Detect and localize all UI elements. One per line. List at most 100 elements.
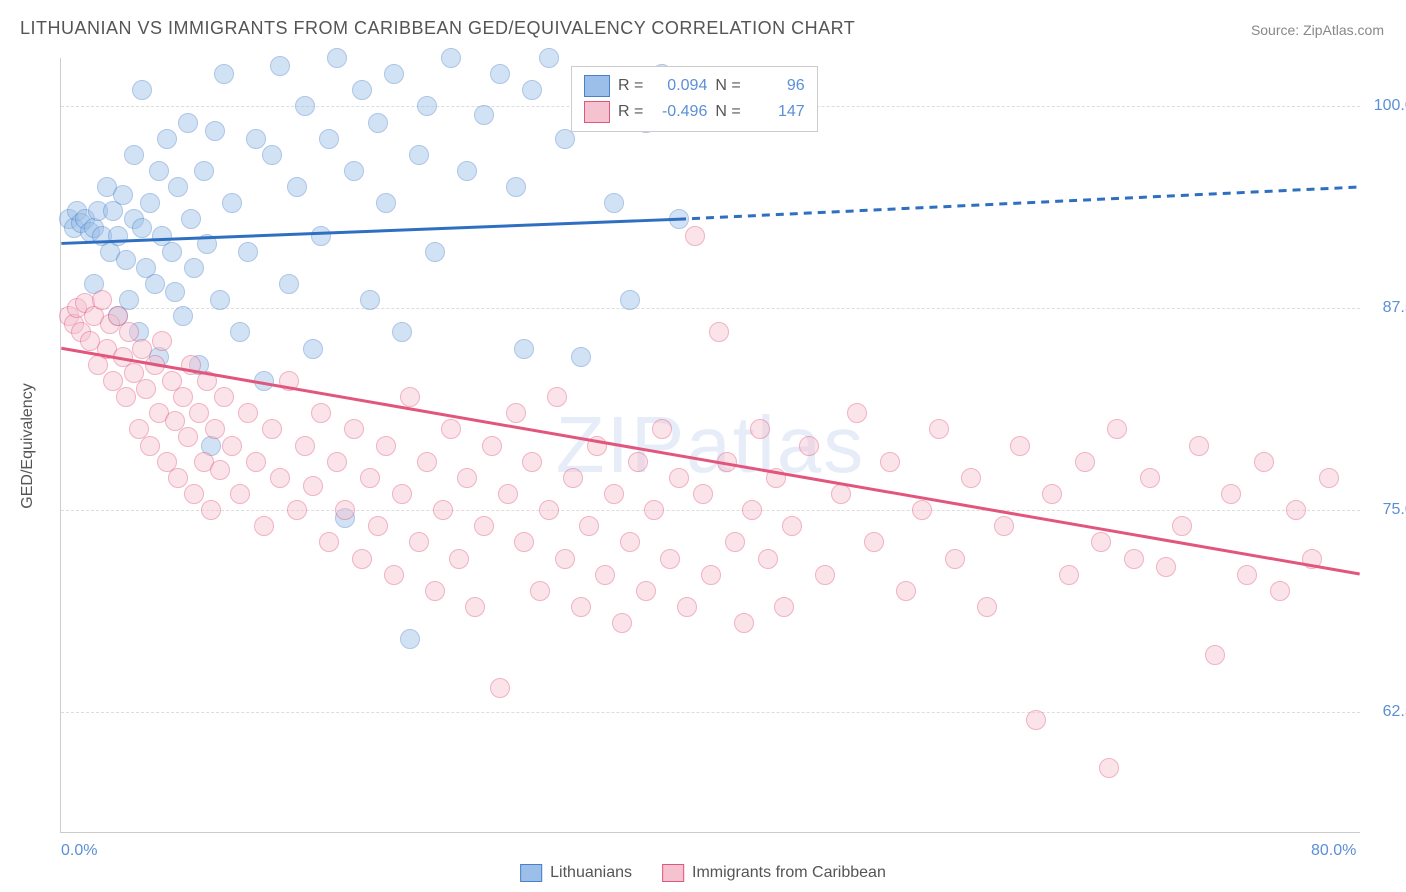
data-point [433, 500, 453, 520]
data-point [831, 484, 851, 504]
data-point [270, 56, 290, 76]
data-point [116, 250, 136, 270]
data-point [162, 242, 182, 262]
data-point [799, 436, 819, 456]
data-point [194, 161, 214, 181]
data-point [392, 322, 412, 342]
data-point [230, 484, 250, 504]
data-point [815, 565, 835, 585]
data-point [660, 549, 680, 569]
data-point [725, 532, 745, 552]
r-value-1: -0.496 [651, 103, 707, 121]
data-point [945, 549, 965, 569]
n-value-1: 147 [749, 103, 805, 121]
legend-label-0: Lithuanians [550, 864, 632, 882]
data-point [132, 218, 152, 238]
data-point [1189, 436, 1209, 456]
data-point [113, 185, 133, 205]
data-point [145, 355, 165, 375]
data-point [205, 121, 225, 141]
data-point [669, 468, 689, 488]
data-point [1254, 452, 1274, 472]
data-point [1286, 500, 1306, 520]
data-point [1270, 581, 1290, 601]
data-point [149, 161, 169, 181]
data-point [295, 96, 315, 116]
n-label: N = [715, 77, 740, 95]
legend-row-0: R = 0.094 N = 96 [584, 73, 805, 99]
data-point [360, 468, 380, 488]
data-point [210, 460, 230, 480]
data-point [246, 129, 266, 149]
data-point [205, 419, 225, 439]
data-point [124, 145, 144, 165]
data-point [262, 145, 282, 165]
data-point [376, 436, 396, 456]
plot-area: ZIPatlas 62.5%75.0%87.5%100.0%0.0%80.0% … [60, 58, 1360, 833]
data-point [1172, 516, 1192, 536]
data-point [246, 452, 266, 472]
data-point [620, 290, 640, 310]
data-point [116, 387, 136, 407]
chart-title: LITHUANIAN VS IMMIGRANTS FROM CARIBBEAN … [20, 18, 855, 39]
data-point [522, 452, 542, 472]
data-point [1221, 484, 1241, 504]
data-point [669, 209, 689, 229]
gridline [61, 712, 1360, 713]
data-point [425, 242, 445, 262]
data-point [1140, 468, 1160, 488]
data-point [352, 80, 372, 100]
data-point [474, 105, 494, 125]
data-point [612, 613, 632, 633]
data-point [482, 436, 502, 456]
data-point [1124, 549, 1144, 569]
ytick-label: 75.0% [1383, 501, 1406, 519]
data-point [197, 234, 217, 254]
data-point [457, 161, 477, 181]
data-point [1156, 557, 1176, 577]
data-point [230, 322, 250, 342]
data-point [335, 500, 355, 520]
data-point [864, 532, 884, 552]
data-point [376, 193, 396, 213]
data-point [279, 274, 299, 294]
legend-row-1: R = -0.496 N = 147 [584, 99, 805, 125]
data-point [189, 403, 209, 423]
data-point [1107, 419, 1127, 439]
data-point [1319, 468, 1339, 488]
data-point [178, 427, 198, 447]
data-point [368, 113, 388, 133]
data-point [774, 597, 794, 617]
data-point [254, 371, 274, 391]
data-point [279, 371, 299, 391]
data-point [506, 403, 526, 423]
data-point [685, 226, 705, 246]
data-point [409, 145, 429, 165]
data-point [709, 322, 729, 342]
data-point [742, 500, 762, 520]
data-point [400, 387, 420, 407]
data-point [490, 678, 510, 698]
data-point [384, 64, 404, 84]
data-point [181, 355, 201, 375]
data-point [327, 48, 347, 68]
data-point [547, 387, 567, 407]
data-point [929, 419, 949, 439]
data-point [368, 516, 388, 536]
data-point [734, 613, 754, 633]
data-point [178, 113, 198, 133]
data-point [214, 387, 234, 407]
data-point [327, 452, 347, 472]
data-point [587, 436, 607, 456]
data-point [140, 193, 160, 213]
data-point [847, 403, 867, 423]
data-point [1059, 565, 1079, 585]
data-point [758, 549, 778, 569]
ytick-label: 62.5% [1383, 703, 1406, 721]
r-label: R = [618, 103, 643, 121]
data-point [197, 371, 217, 391]
data-point [417, 96, 437, 116]
data-point [441, 48, 461, 68]
data-point [303, 339, 323, 359]
data-point [961, 468, 981, 488]
